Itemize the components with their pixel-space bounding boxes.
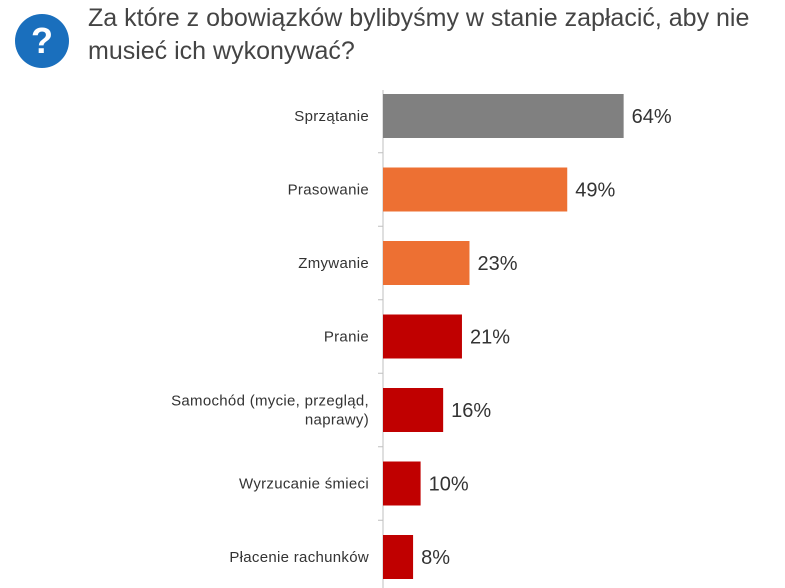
bar-0: [383, 94, 624, 138]
bar-6: [383, 535, 414, 579]
svg-text:?: ?: [31, 20, 53, 61]
bar-4: [383, 388, 444, 432]
value-label-1: 49%: [575, 180, 615, 202]
bar-2: [383, 241, 470, 285]
value-label-4: 16%: [451, 400, 491, 422]
category-label-5: Wyrzucanie śmieci: [239, 476, 369, 493]
bar-5: [383, 461, 421, 506]
category-label-0: Sprzątanie: [294, 108, 369, 125]
value-label-0: 64%: [632, 106, 672, 128]
category-label-2: Zmywanie: [298, 255, 369, 272]
chart-title: Za które z obowiązków bylibyśmy w stanie…: [88, 4, 750, 65]
category-label-6: Płacenie rachunków: [229, 549, 369, 566]
value-label-2: 23%: [477, 253, 517, 275]
value-label-5: 10%: [429, 474, 469, 496]
category-label-4-line-1: naprawy): [305, 412, 369, 429]
value-label-3: 21%: [470, 327, 510, 349]
category-label-3: Pranie: [324, 329, 369, 346]
value-label-6: 8%: [421, 547, 450, 569]
question-mark-icon: ?: [15, 14, 69, 68]
category-label-1: Prasowanie: [288, 182, 369, 199]
category-label-4-line-0: Samochód (mycie, przegląd,: [171, 393, 369, 410]
bar-1: [383, 167, 568, 212]
bar-3: [383, 314, 462, 359]
